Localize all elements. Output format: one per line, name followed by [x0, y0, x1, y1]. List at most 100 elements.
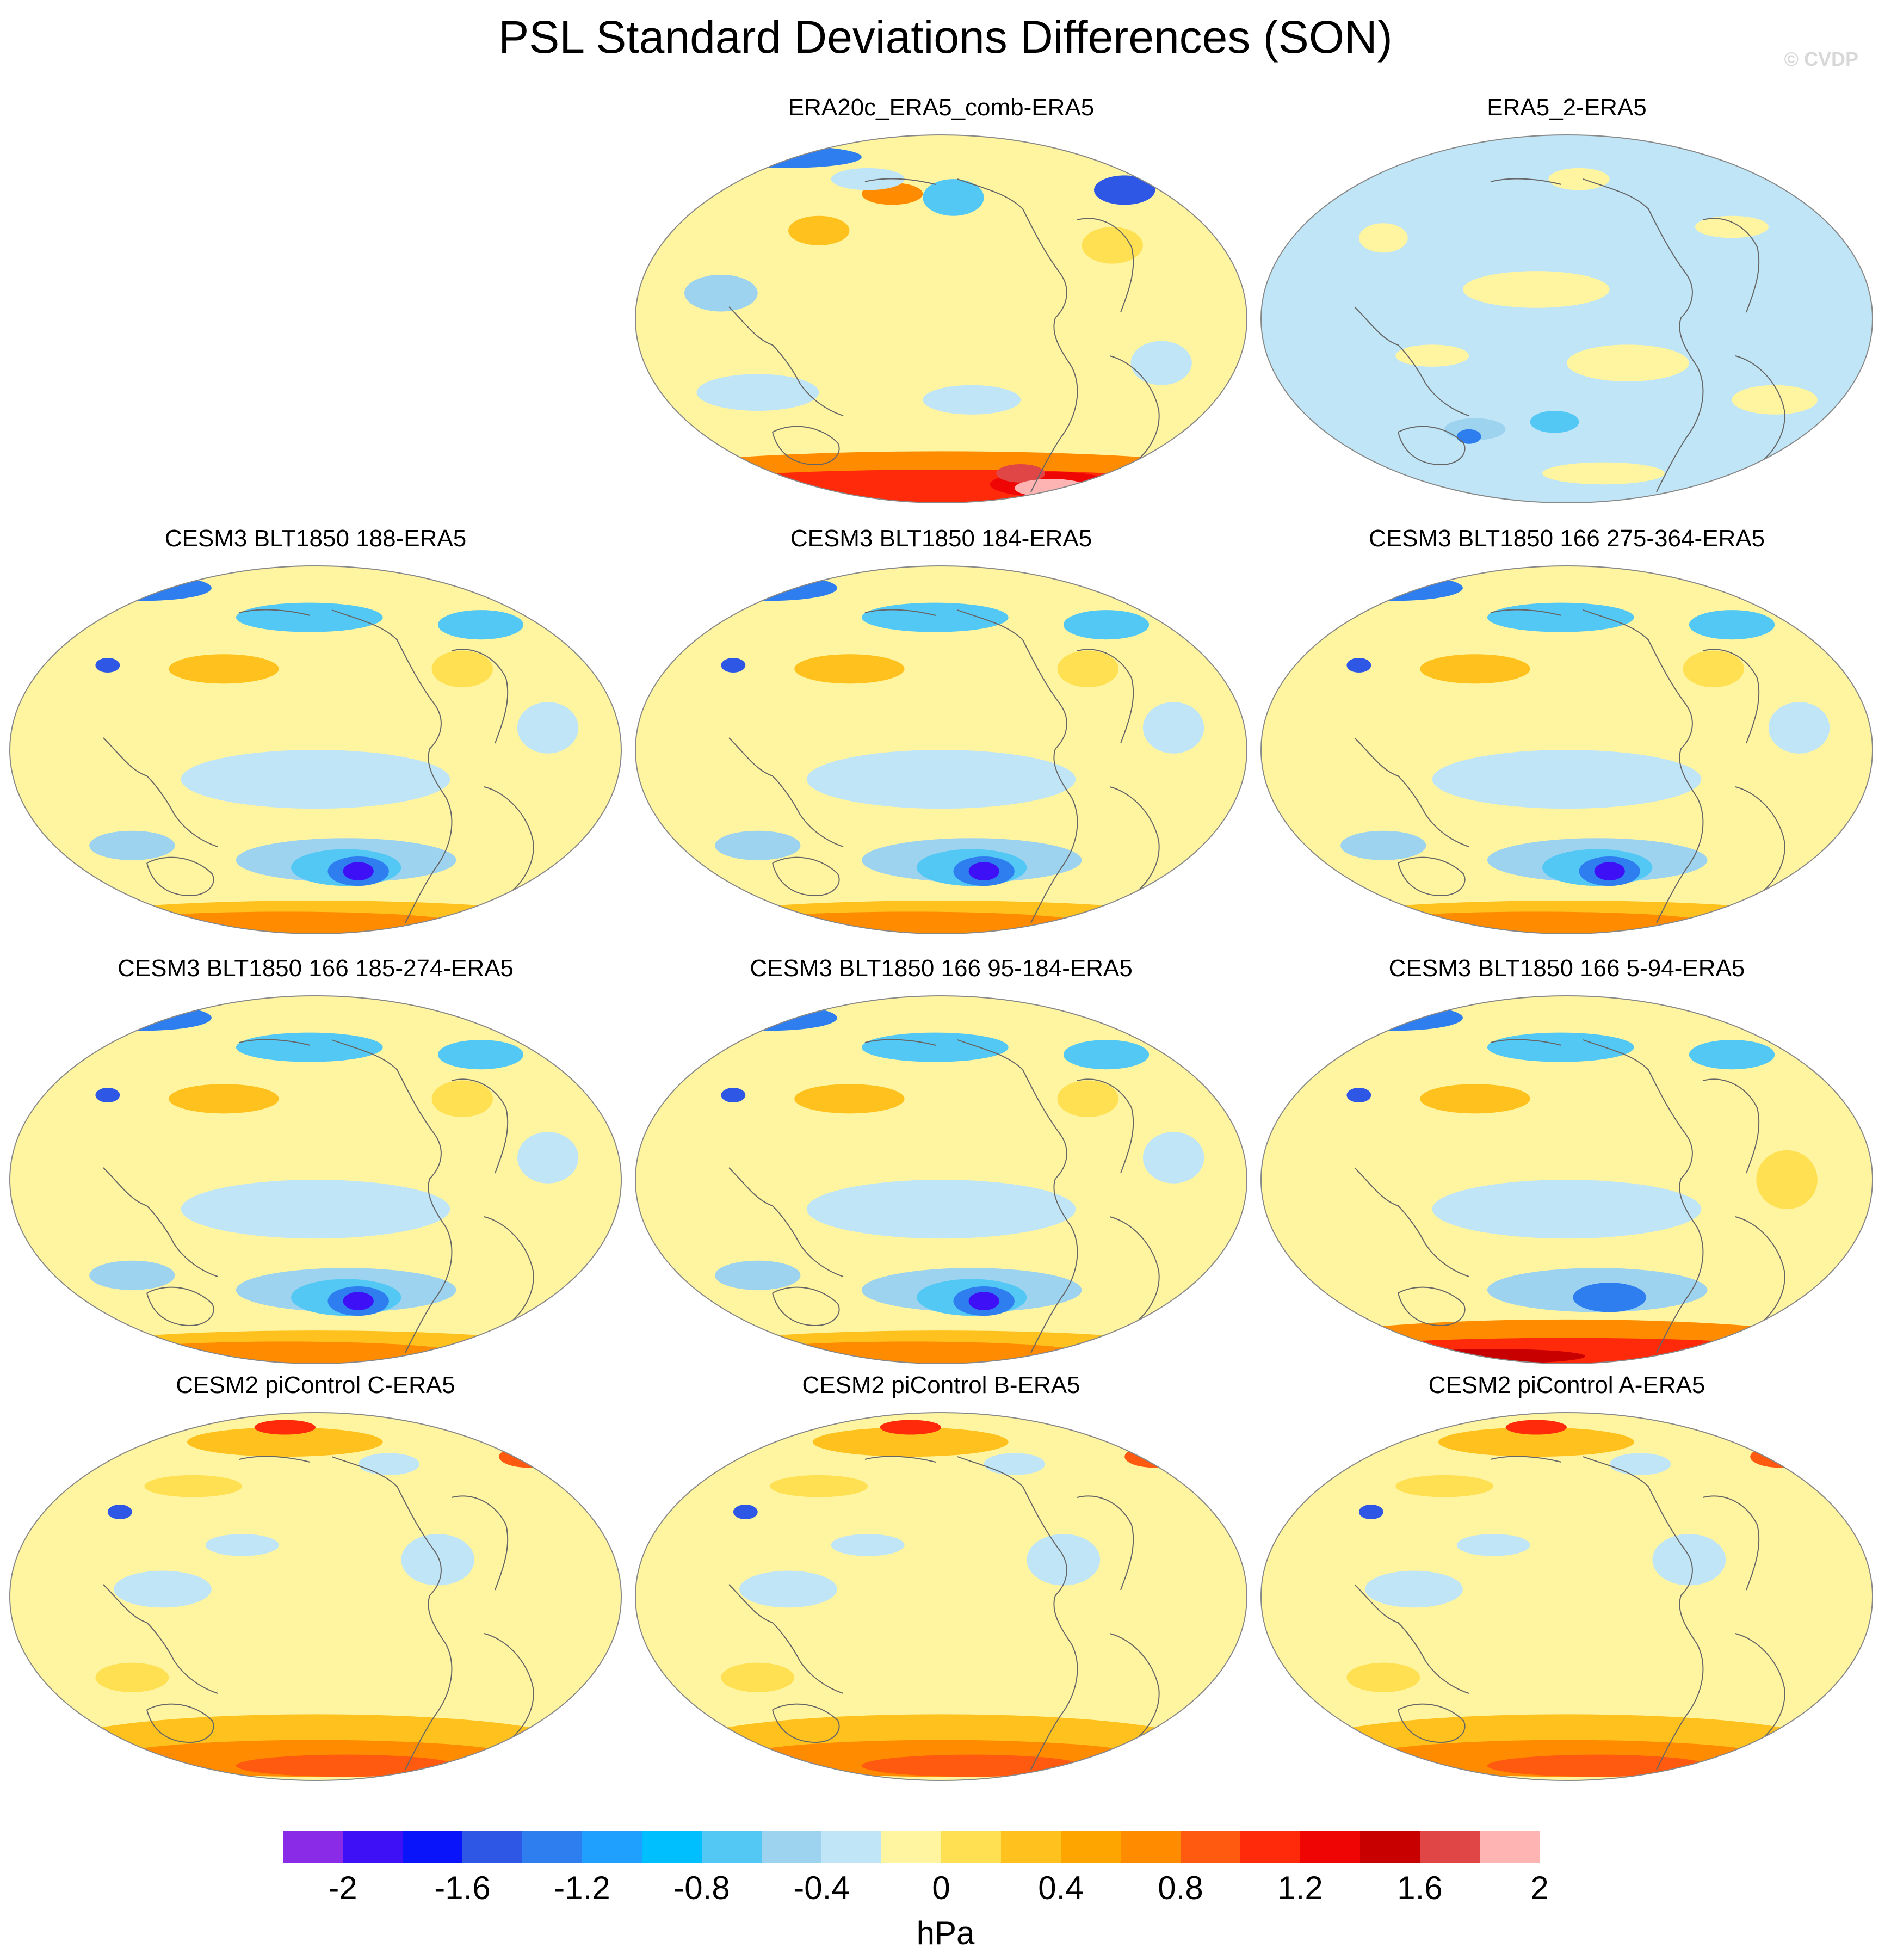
panel-title: CESM2 piControl B-ERA5 — [802, 1372, 1080, 1398]
colorbar-units-label: hPa — [916, 1915, 975, 1951]
panel-title: CESM3 BLT1850 166 275-364-ERA5 — [1368, 525, 1765, 552]
global-map — [635, 565, 1247, 934]
colorbar-swatch — [1300, 1831, 1360, 1863]
coastline — [1398, 856, 1466, 897]
colorbar-swatch — [1480, 1831, 1540, 1863]
coastline — [1077, 649, 1134, 744]
global-map — [1260, 995, 1873, 1364]
anomaly-region — [205, 1534, 279, 1556]
anomaly-region — [236, 1032, 383, 1062]
anomaly-region — [1395, 1475, 1494, 1497]
colorbar-tick-label: 2 — [1530, 1870, 1549, 1906]
anomaly-region — [107, 1505, 132, 1520]
colorbar-tick-label: -0.8 — [673, 1870, 730, 1906]
coastline — [1583, 609, 1704, 923]
anomaly-region — [721, 658, 746, 673]
anomaly-region — [343, 1292, 374, 1310]
anomaly-region — [437, 610, 524, 640]
colorbar-tick-label: 0.4 — [1038, 1870, 1084, 1906]
map-panel: ERA5_2-ERA5 — [1257, 93, 1877, 522]
coastline — [957, 609, 1078, 923]
anomaly-region — [1027, 1534, 1101, 1586]
anomaly-region — [812, 1427, 1009, 1457]
anomaly-region — [1548, 168, 1610, 190]
anomaly-region — [696, 374, 819, 411]
anomaly-region — [715, 830, 801, 860]
global-map — [635, 134, 1247, 503]
colorbar-swatch — [941, 1831, 1001, 1863]
coastline — [728, 737, 844, 847]
colorbar-swatch — [283, 1831, 343, 1863]
anomaly-region — [1365, 911, 1708, 934]
colorbar-swatch — [1181, 1831, 1240, 1863]
coastline — [1583, 1039, 1704, 1353]
coastline — [772, 856, 840, 897]
coastline — [1490, 1039, 1562, 1046]
panel-title: CESM2 piControl A-ERA5 — [1428, 1372, 1705, 1398]
anomaly-region — [770, 1475, 868, 1497]
coastline — [451, 1495, 509, 1591]
coastline — [1702, 649, 1760, 744]
global-map — [1260, 1412, 1873, 1781]
coastline — [1490, 1456, 1562, 1463]
global-map — [9, 1412, 622, 1781]
anomaly-region — [1082, 227, 1143, 264]
anomaly-region — [1594, 862, 1625, 880]
panel-title: CESM3 BLT1850 184-ERA5 — [790, 525, 1092, 552]
map-panel: CESM2 piControl A-ERA5 — [1257, 1370, 1877, 1800]
coastline — [1702, 1495, 1760, 1591]
coastline — [1702, 1078, 1760, 1174]
coastline — [103, 1584, 218, 1694]
coastline — [1583, 178, 1704, 492]
anomaly-region — [1689, 1040, 1775, 1070]
coastline — [146, 1286, 214, 1327]
map-outline — [1260, 565, 1873, 934]
anomaly-region — [1487, 1032, 1634, 1062]
anomaly-region — [1768, 702, 1830, 754]
anomaly-region — [739, 1341, 1082, 1364]
coastline — [1077, 1078, 1134, 1174]
coastline — [1109, 786, 1160, 896]
anomaly-region — [788, 215, 850, 245]
anomaly-region — [739, 911, 1082, 934]
anomaly-region — [794, 1084, 905, 1114]
anomaly-region — [343, 862, 374, 880]
anomaly-region — [236, 602, 383, 632]
anomaly-region — [236, 1754, 456, 1777]
anomaly-region — [89, 1260, 175, 1290]
map-outline — [9, 995, 622, 1364]
coastline — [728, 1167, 844, 1277]
anomaly-region — [144, 1475, 243, 1497]
global-map — [635, 1412, 1247, 1781]
map-outline — [635, 565, 1247, 934]
anomaly-region — [1456, 429, 1481, 444]
colorbar-tick-label: 1.6 — [1397, 1870, 1443, 1906]
anomaly-region — [733, 1505, 758, 1520]
anomaly-region — [1346, 658, 1371, 673]
colorbar-tick-label: -2 — [328, 1870, 357, 1906]
coastline — [103, 1167, 218, 1277]
coastline — [1735, 355, 1785, 465]
map-panel: ERA20c_ERA5_comb-ERA5 — [631, 93, 1251, 522]
global-map — [9, 995, 622, 1364]
coastline — [1109, 1633, 1160, 1743]
anomaly-region — [984, 1453, 1046, 1475]
coastline — [103, 737, 218, 847]
anomaly-region — [1063, 1040, 1150, 1070]
map-outline — [9, 1412, 622, 1781]
colorbar-tick-label: 0.8 — [1158, 1870, 1203, 1906]
coastline — [1702, 218, 1760, 313]
anomaly-region — [800, 1589, 1021, 1641]
coastline — [146, 856, 214, 897]
panel-title: CESM3 BLT1850 166 5-94-ERA5 — [1388, 955, 1745, 982]
colorbar-swatch — [1001, 1831, 1061, 1863]
anomaly-region — [831, 168, 905, 190]
anomaly-region — [169, 1084, 279, 1114]
coastline — [1354, 1167, 1469, 1277]
coastline — [484, 786, 534, 896]
map-panel: CESM3 BLT1850 184-ERA5 — [631, 523, 1251, 953]
anomaly-region — [1401, 1348, 1585, 1364]
anomaly-region — [831, 1534, 905, 1556]
map-panel: CESM3 BLT1850 166 275-364-ERA5 — [1257, 523, 1877, 953]
anomaly-region — [1426, 1589, 1647, 1641]
